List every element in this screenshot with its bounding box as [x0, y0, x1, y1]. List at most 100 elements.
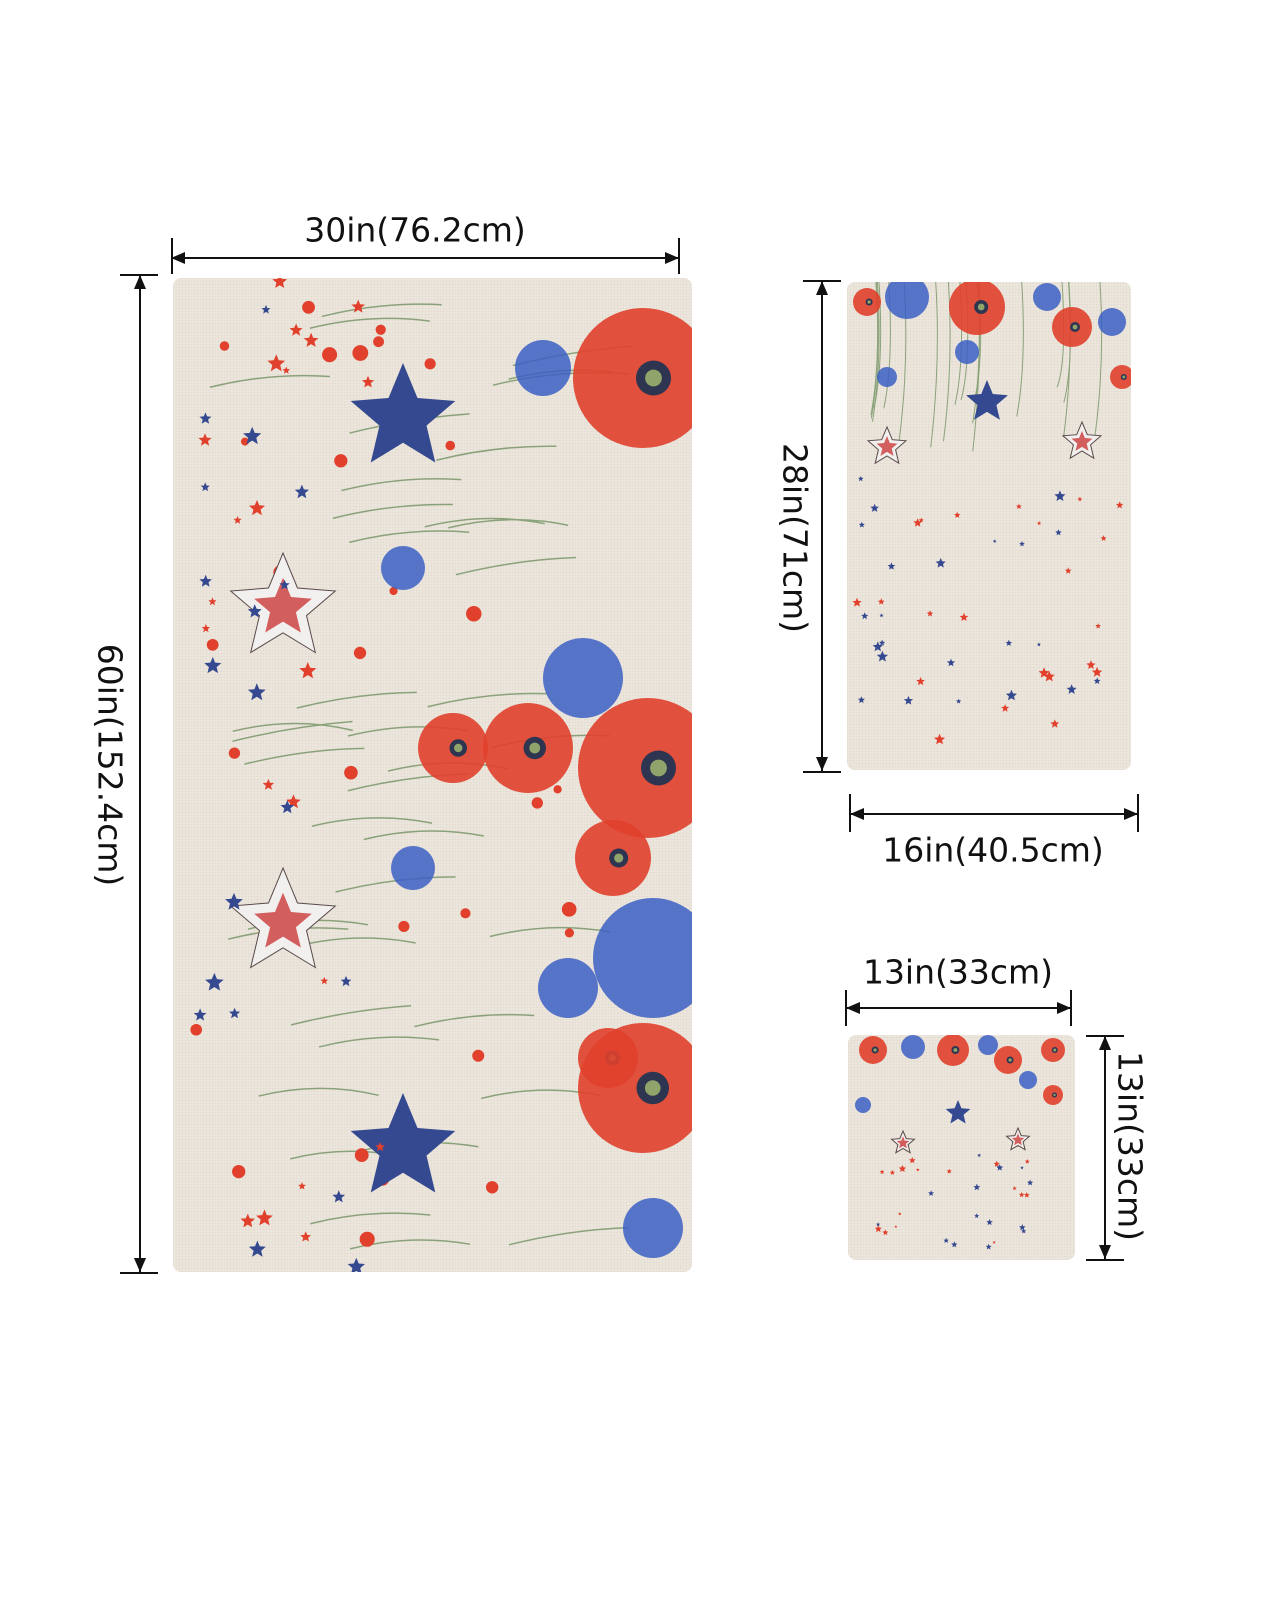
star-motif — [1021, 1228, 1027, 1234]
flower-stem — [427, 692, 548, 708]
flower-stem — [508, 1226, 629, 1246]
star-motif — [1077, 496, 1083, 502]
poppy-flower — [578, 698, 692, 838]
red-bud — [219, 341, 230, 351]
poppy-pod — [1122, 375, 1126, 379]
star-motif — [233, 516, 242, 524]
star-motif — [1091, 666, 1103, 677]
star-motif — [882, 1229, 889, 1236]
red-bud — [232, 1164, 246, 1179]
poppy-pod — [645, 369, 662, 387]
poppy-pod — [529, 742, 541, 754]
star-motif — [200, 482, 210, 492]
flower-stem — [489, 926, 611, 938]
red-bud — [460, 908, 471, 919]
cornflower — [1033, 283, 1061, 311]
flower-stem — [349, 530, 470, 544]
star-motif — [1064, 567, 1072, 574]
flower-stem — [332, 503, 453, 519]
star-motif — [945, 1100, 971, 1124]
flower-stem — [296, 691, 417, 709]
cornflower — [543, 638, 623, 718]
flower-stem — [448, 518, 569, 529]
flower-stem — [232, 722, 353, 733]
star-motif — [1055, 529, 1062, 536]
star-motif — [294, 484, 309, 499]
red-bud — [206, 638, 219, 651]
flower-stem — [424, 517, 545, 528]
star-motif — [898, 1164, 907, 1172]
cornflower — [855, 1097, 871, 1113]
star-motif — [1043, 670, 1055, 682]
star-motif — [262, 778, 275, 790]
star-motif — [320, 976, 329, 985]
flower-stem — [290, 1005, 412, 1026]
star-motif — [350, 1093, 456, 1193]
star-motif — [870, 503, 879, 512]
star-motif — [229, 1007, 241, 1019]
star-motif — [225, 892, 243, 910]
flower-stem — [341, 478, 462, 492]
star-motif — [857, 696, 865, 703]
star-motif — [879, 613, 884, 618]
star-motif — [1100, 535, 1107, 541]
star-motif — [977, 1153, 982, 1157]
star-motif — [199, 574, 212, 587]
star-motif — [918, 517, 924, 523]
flower-stem — [258, 1087, 379, 1097]
star-motif — [298, 1182, 306, 1190]
star-motif — [903, 695, 914, 705]
star-motif — [340, 975, 352, 987]
star-motif — [299, 662, 317, 679]
star-motif — [1054, 490, 1066, 501]
hanging-stem — [1094, 282, 1103, 436]
hanging-stem — [1056, 282, 1065, 388]
star-motif — [986, 1218, 993, 1226]
star-motif — [992, 1240, 996, 1244]
bath-towel — [173, 278, 692, 1272]
star-motif — [286, 794, 301, 809]
star-motif — [1024, 1159, 1030, 1164]
star-motif — [1016, 503, 1022, 509]
washcloth-height-label: 13in(33cm) — [1110, 1050, 1150, 1242]
flower-stem — [209, 374, 330, 388]
star-motif — [913, 518, 923, 527]
star-motif — [909, 1157, 916, 1164]
cornflower — [877, 367, 897, 387]
star-motif — [199, 412, 212, 424]
poppy-pod — [1008, 1058, 1012, 1062]
red-bud — [531, 797, 543, 809]
star-motif — [1066, 684, 1077, 694]
red-bud — [398, 920, 410, 932]
star-motif — [1036, 642, 1041, 647]
red-bud — [445, 440, 456, 451]
cornflower — [1098, 308, 1126, 336]
star-motif — [347, 1257, 365, 1272]
flower-stem — [309, 317, 430, 330]
star-motif — [1019, 1224, 1026, 1231]
cornflower — [381, 546, 425, 590]
star-motif — [993, 1160, 1000, 1167]
cornflower — [538, 958, 598, 1018]
cornflower — [515, 340, 571, 396]
star-motif — [916, 677, 925, 686]
hand-towel — [847, 282, 1131, 770]
cornflower — [1019, 1071, 1037, 1089]
red-bud — [389, 586, 398, 596]
red-bud — [553, 785, 562, 794]
flower-stem — [311, 817, 433, 827]
star-motif — [272, 278, 287, 288]
bath-height-label: 60in(152.4cm) — [90, 643, 130, 887]
red-bud — [359, 1231, 375, 1247]
flower-stem — [436, 445, 557, 461]
flag-star-stripes — [896, 1136, 910, 1149]
star-motif — [879, 639, 886, 646]
star-motif — [243, 426, 262, 445]
flower-stem — [232, 720, 353, 743]
star-motif — [332, 1190, 346, 1203]
red-bud — [344, 765, 358, 780]
star-motif — [872, 641, 883, 652]
flower-stem — [244, 747, 365, 765]
star-motif — [992, 539, 997, 543]
star-motif — [198, 433, 212, 446]
